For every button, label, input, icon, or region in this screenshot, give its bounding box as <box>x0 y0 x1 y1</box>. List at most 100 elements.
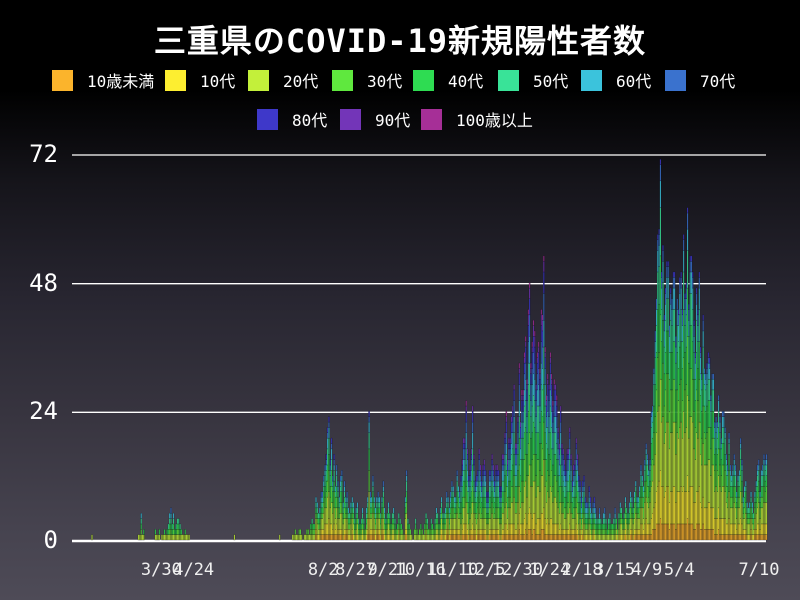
bar-segment <box>514 464 517 476</box>
bar-segment <box>682 486 685 525</box>
bar-segment <box>496 480 499 487</box>
bar-segment <box>563 529 566 535</box>
bar-segment <box>695 523 698 541</box>
bar-segment <box>554 496 557 525</box>
bar-segment <box>172 534 175 541</box>
bar-segment <box>469 518 471 530</box>
bar-segment <box>592 502 594 509</box>
bar-segment <box>401 534 404 541</box>
bar-segment <box>713 470 716 492</box>
bar-segment <box>365 534 368 541</box>
bar-segment <box>548 475 550 498</box>
bar-segment <box>646 459 649 466</box>
bar-segment <box>554 432 557 455</box>
bar-segment <box>508 534 510 541</box>
bar-segment <box>629 529 632 535</box>
bar-segment <box>172 529 175 535</box>
bar-segment <box>545 400 548 407</box>
bar-segment <box>733 464 736 476</box>
bar-segment <box>752 518 755 525</box>
bar-segment <box>478 480 480 492</box>
bar-segment <box>568 534 571 541</box>
bar-segment <box>703 507 706 530</box>
bar-segment <box>633 502 636 509</box>
bar-segment <box>650 416 653 428</box>
bar-segment <box>492 529 495 535</box>
bar-segment <box>690 271 693 294</box>
bar-segment <box>558 512 561 530</box>
bar-segment <box>544 368 546 385</box>
bar-segment <box>398 512 400 519</box>
bar-segment <box>550 395 553 412</box>
bar-segment <box>337 486 339 492</box>
bar-segment <box>396 529 399 535</box>
bar-segment <box>734 523 737 535</box>
bar-segment <box>631 507 633 514</box>
bar-segment <box>654 330 657 342</box>
bar-segment <box>405 534 408 541</box>
bar-segment <box>685 523 688 541</box>
bar-segment <box>737 496 739 509</box>
bar-segment <box>751 534 754 541</box>
bar-segment <box>387 518 390 525</box>
bar-segment <box>601 529 603 535</box>
bar-segment <box>602 512 605 519</box>
legend-item-4: 40代 <box>413 69 483 91</box>
bar-segment <box>330 437 333 444</box>
bar-segment <box>351 507 354 514</box>
bar-segment <box>540 314 543 326</box>
chart-title: 三重県のCOVID-19新規陽性者数 <box>153 22 647 60</box>
bar-segment <box>535 389 537 401</box>
bar-segment <box>322 529 325 535</box>
bar-segment <box>575 480 578 498</box>
bar-segment <box>344 496 347 503</box>
bar-segment <box>636 529 638 535</box>
bar-segment <box>544 432 546 460</box>
bar-segment <box>653 464 655 509</box>
bar-segment <box>765 459 768 466</box>
bar-segment <box>372 491 374 503</box>
bar-segment <box>391 534 394 541</box>
bar-segment <box>706 373 708 385</box>
bar-segment <box>346 512 348 519</box>
bar-segment <box>462 534 465 541</box>
bar-segment <box>612 518 615 525</box>
bar-segment <box>690 523 693 541</box>
bar-segment <box>650 411 653 417</box>
bar-segment <box>758 523 760 535</box>
bar-segment <box>546 491 549 519</box>
bar-segment <box>500 486 502 492</box>
bar-segment <box>313 523 316 530</box>
bar-segment <box>579 518 581 530</box>
bar-segment <box>382 507 385 519</box>
bar-segment <box>655 432 658 492</box>
legend-item-0: 10歳未満 <box>52 69 154 91</box>
bar-segment <box>578 480 580 487</box>
bar-segment <box>553 384 556 391</box>
bar-segment <box>724 437 726 455</box>
bar-segment <box>329 496 332 509</box>
bar-segment <box>449 507 452 514</box>
bar-segment <box>479 480 482 487</box>
bar-segment <box>633 529 636 535</box>
bar-segment <box>492 475 495 482</box>
bar-segment <box>658 234 660 246</box>
bar-segment <box>748 512 751 519</box>
bar-segment <box>518 368 521 375</box>
bar-segment <box>702 346 704 375</box>
bar-segment <box>535 523 537 535</box>
bar-segment <box>598 507 601 514</box>
bar-segment <box>553 523 556 535</box>
bar-segment <box>482 518 484 530</box>
bar-segment <box>171 523 174 530</box>
bar-segment <box>566 491 568 503</box>
x-tick-label-4-24: 4/24 <box>173 560 215 580</box>
bar-segment <box>179 523 181 530</box>
bar-segment <box>668 411 671 450</box>
bar-segment <box>536 352 539 358</box>
bar-segment <box>603 507 606 514</box>
bar-segment <box>610 534 613 541</box>
bar-segment <box>531 459 534 487</box>
bar-segment <box>571 512 574 519</box>
bar-segment <box>755 512 758 530</box>
